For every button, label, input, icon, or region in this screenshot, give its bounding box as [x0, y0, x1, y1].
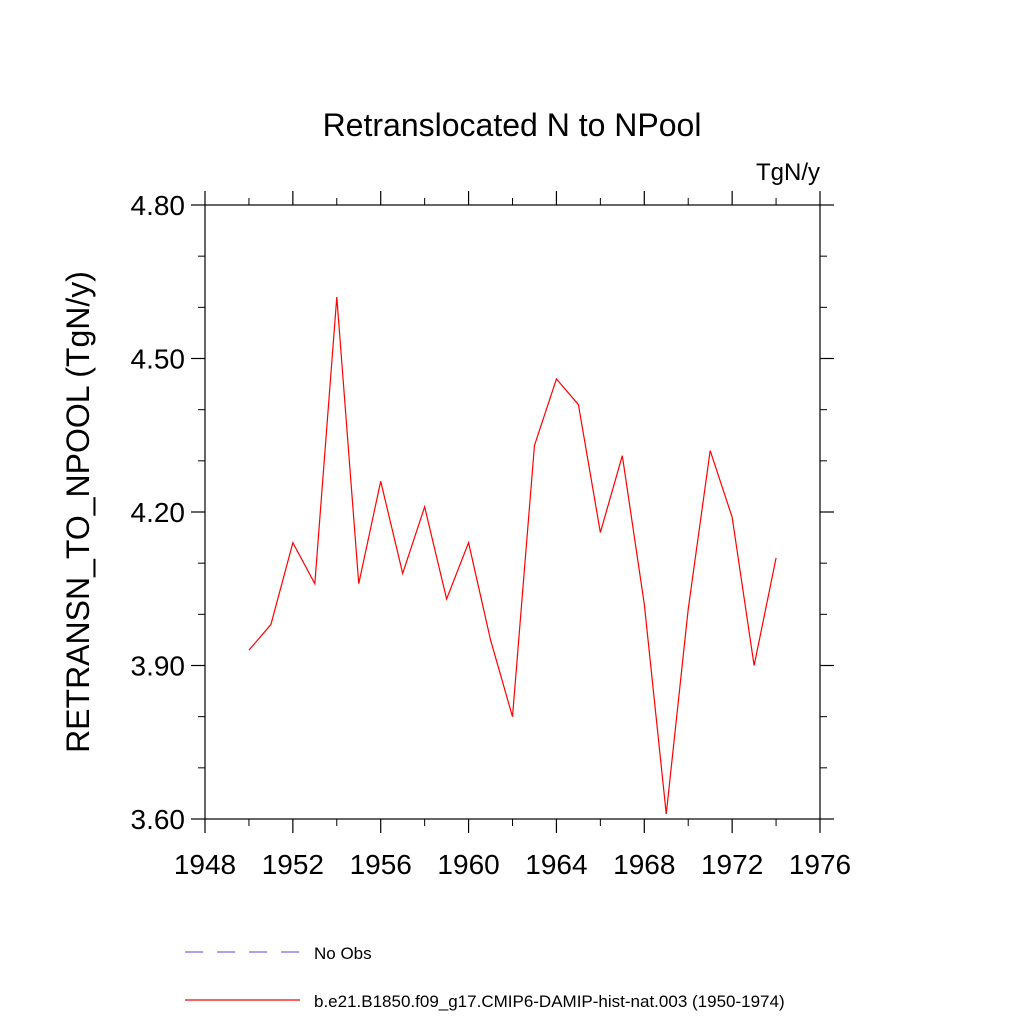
y-axis-label: RETRANSN_TO_NPOOL (TgN/y) [60, 271, 96, 753]
legend-label: b.e21.B1850.f09_g17.CMIP6-DAMIP-hist-nat… [314, 992, 785, 1011]
chart-title: Retranslocated N to NPool [323, 107, 702, 143]
x-tick-label: 1976 [789, 849, 851, 880]
x-tick-label: 1960 [437, 849, 499, 880]
x-tick-label: 1948 [174, 849, 236, 880]
y-tick-label: 4.20 [131, 497, 186, 528]
y-tick-label: 4.80 [131, 190, 186, 221]
y-tick-label: 3.60 [131, 804, 186, 835]
x-tick-label: 1964 [525, 849, 587, 880]
x-tick-label: 1952 [262, 849, 324, 880]
units-label: TgN/y [756, 159, 820, 186]
axes: 1948 1952 1956 1960 1964 1968 1972 1976 3.60 3.90… [131, 190, 852, 880]
plot-frame [204, 204, 821, 820]
series-line [248, 297, 777, 814]
x-tick-label: 1972 [701, 849, 763, 880]
y-tick-label: 4.50 [131, 344, 186, 375]
legend: No Obs b.e21.B1850.f09_g17.CMIP6-DAMIP-hi… [185, 944, 785, 1011]
x-tick-label: 1956 [350, 849, 412, 880]
legend-label: No Obs [314, 944, 372, 963]
series-layer [248, 297, 777, 814]
y-tick-label: 3.90 [131, 651, 186, 682]
x-tick-label: 1968 [613, 849, 675, 880]
